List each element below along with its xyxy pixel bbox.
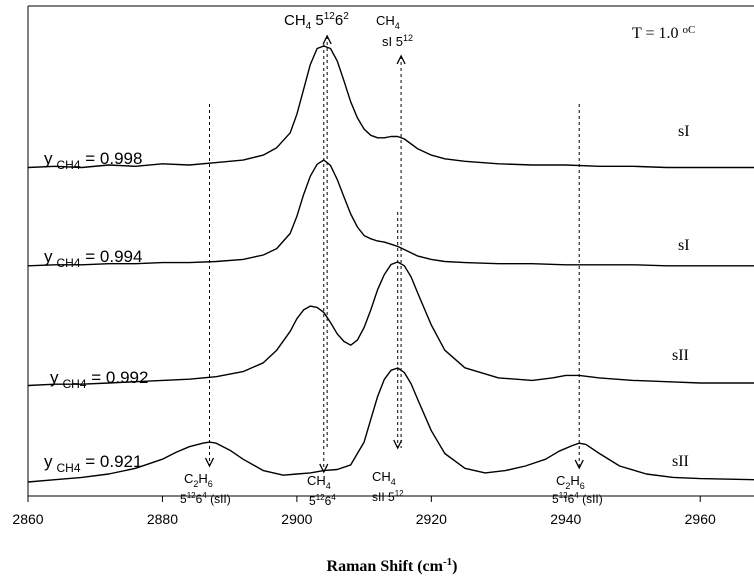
x-tick-label-2880: 2880 bbox=[147, 511, 178, 527]
structure-label-0: sI bbox=[678, 123, 690, 140]
annotation-ch4-si-512: CH4 sI 512 bbox=[376, 13, 413, 49]
x-axis-label: Raman Shift (cm-1) bbox=[327, 556, 458, 575]
series-label-3: y CH4 = 0.921 bbox=[44, 452, 142, 475]
guide-arrow-0 bbox=[322, 34, 332, 45]
svg-text:C2H6: C2H6 bbox=[556, 473, 585, 491]
guide-arrow-5 bbox=[574, 459, 584, 470]
annotation-guide-lines bbox=[204, 34, 584, 474]
svg-text:sI 512: sI 512 bbox=[382, 33, 413, 49]
annotation-ch4-sii-512: CH4 sII 512 bbox=[372, 469, 404, 504]
series-label-0: y CH4 = 0.998 bbox=[44, 149, 142, 172]
structure-label-2: sII bbox=[672, 347, 689, 364]
spectrum-line-3 bbox=[27, 367, 754, 483]
annotation-ch4-51262: CH4 51262 bbox=[284, 11, 349, 32]
x-tick-label-2860: 2860 bbox=[12, 511, 43, 527]
guide-arrow-3 bbox=[319, 463, 329, 474]
annotation-ch4-51264: CH4 51264 bbox=[307, 473, 336, 508]
x-tick-label-2920: 2920 bbox=[416, 511, 447, 527]
svg-text:sII 512: sII 512 bbox=[372, 489, 404, 504]
spectrum-line-1 bbox=[27, 159, 754, 267]
svg-text:51264 (sII): 51264 (sII) bbox=[552, 491, 603, 506]
spectrum-line-0 bbox=[27, 45, 754, 169]
series-label-2: y CH4 = 0.992 bbox=[50, 368, 148, 391]
svg-text:CH4: CH4 bbox=[376, 13, 400, 31]
x-axis-ticks: 2860 2880 2900 2920 2940 2960 bbox=[12, 496, 716, 527]
temperature-label: T = 1.0 oC bbox=[632, 24, 695, 42]
guide-arrow-1 bbox=[396, 54, 406, 65]
svg-text:51264: 51264 bbox=[309, 493, 336, 508]
series-label-1: y CH4 = 0.994 bbox=[44, 247, 142, 270]
svg-text:CH4: CH4 bbox=[372, 469, 396, 487]
x-tick-label-2900: 2900 bbox=[281, 511, 312, 527]
guide-arrow-4 bbox=[393, 439, 403, 450]
svg-text:CH4: CH4 bbox=[307, 473, 331, 491]
guide-arrow-2 bbox=[204, 457, 215, 468]
structure-label-1: sI bbox=[678, 237, 690, 254]
svg-text:C2H6: C2H6 bbox=[184, 471, 213, 489]
x-tick-label-2960: 2960 bbox=[685, 511, 716, 527]
x-tick-label-2940: 2940 bbox=[550, 511, 581, 527]
annotation-c2h6-left: C2H6 51264 (sII) bbox=[180, 471, 231, 506]
structure-label-3: sII bbox=[672, 453, 689, 470]
spectra-series bbox=[27, 45, 754, 483]
spectrum-line-2 bbox=[27, 261, 754, 387]
annotation-c2h6-right: C2H6 51264 (sII) bbox=[552, 473, 603, 506]
svg-text:51264 (sII): 51264 (sII) bbox=[180, 491, 231, 506]
